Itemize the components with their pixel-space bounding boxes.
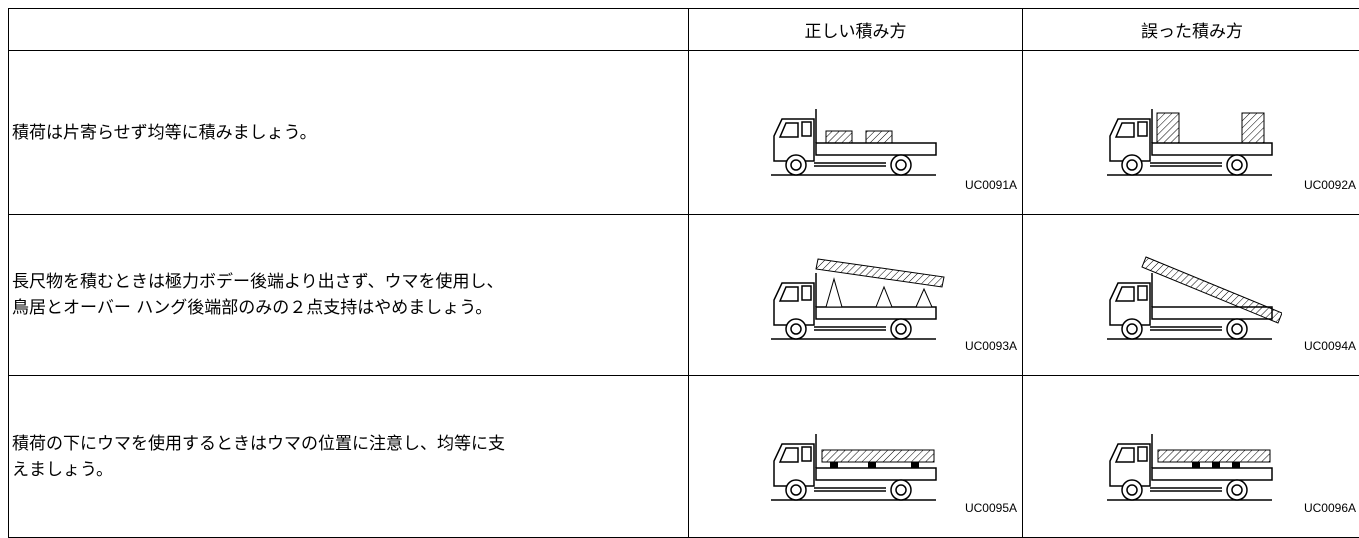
row: 積荷の下にウマを使用するときはウマの位置に注意し、均等に支えましょう。 UC00… [9,376,1359,538]
truck-illustration [766,416,946,506]
header-blank [9,9,689,51]
row: 積荷は片寄らせず均等に積みましょう。 UC0091A UC0092A [9,51,1359,215]
text-line: 積荷の下にウマを使用するときはウマの位置に注意し、均等に支 [12,431,688,457]
text-line: 積荷は片寄らせず均等に積みましょう。 [12,120,688,146]
figure-code: UC0093A [965,339,1017,353]
text-line: えましょう。 [12,457,688,483]
figure-code: UC0095A [965,501,1017,515]
loading-table: 正しい積み方 誤った積み方 積荷は片寄らせず均等に積みましょう。 UC0091A… [8,8,1359,538]
row-text: 積荷は片寄らせず均等に積みましょう。 [9,51,689,215]
correct-cell: UC0091A [689,51,1023,215]
correct-cell: UC0095A [689,376,1023,538]
row-text: 積荷の下にウマを使用するときはウマの位置に注意し、均等に支えましょう。 [9,376,689,538]
wrong-cell: UC0096A [1023,376,1359,538]
header-row: 正しい積み方 誤った積み方 [9,9,1359,51]
wrong-cell: UC0094A [1023,215,1359,376]
figure-code: UC0094A [1304,339,1356,353]
header-correct: 正しい積み方 [689,9,1023,51]
truck-illustration [1102,255,1282,345]
figure-code: UC0096A [1304,501,1356,515]
truck-illustration [1102,416,1282,506]
correct-cell: UC0093A [689,215,1023,376]
figure-code: UC0092A [1304,178,1356,192]
wrong-cell: UC0092A [1023,51,1359,215]
truck-illustration [1102,91,1282,181]
figure-code: UC0091A [965,178,1017,192]
text-line: 鳥居とオーバー ハング後端部のみの２点支持はやめましょう。 [12,295,688,321]
truck-illustration [766,91,946,181]
row-text: 長尺物を積むときは極力ボデー後端より出さず、ウマを使用し、鳥居とオーバー ハング… [9,215,689,376]
text-line: 長尺物を積むときは極力ボデー後端より出さず、ウマを使用し、 [12,269,688,295]
truck-illustration [766,255,946,345]
header-wrong: 誤った積み方 [1023,9,1359,51]
row: 長尺物を積むときは極力ボデー後端より出さず、ウマを使用し、鳥居とオーバー ハング… [9,215,1359,376]
